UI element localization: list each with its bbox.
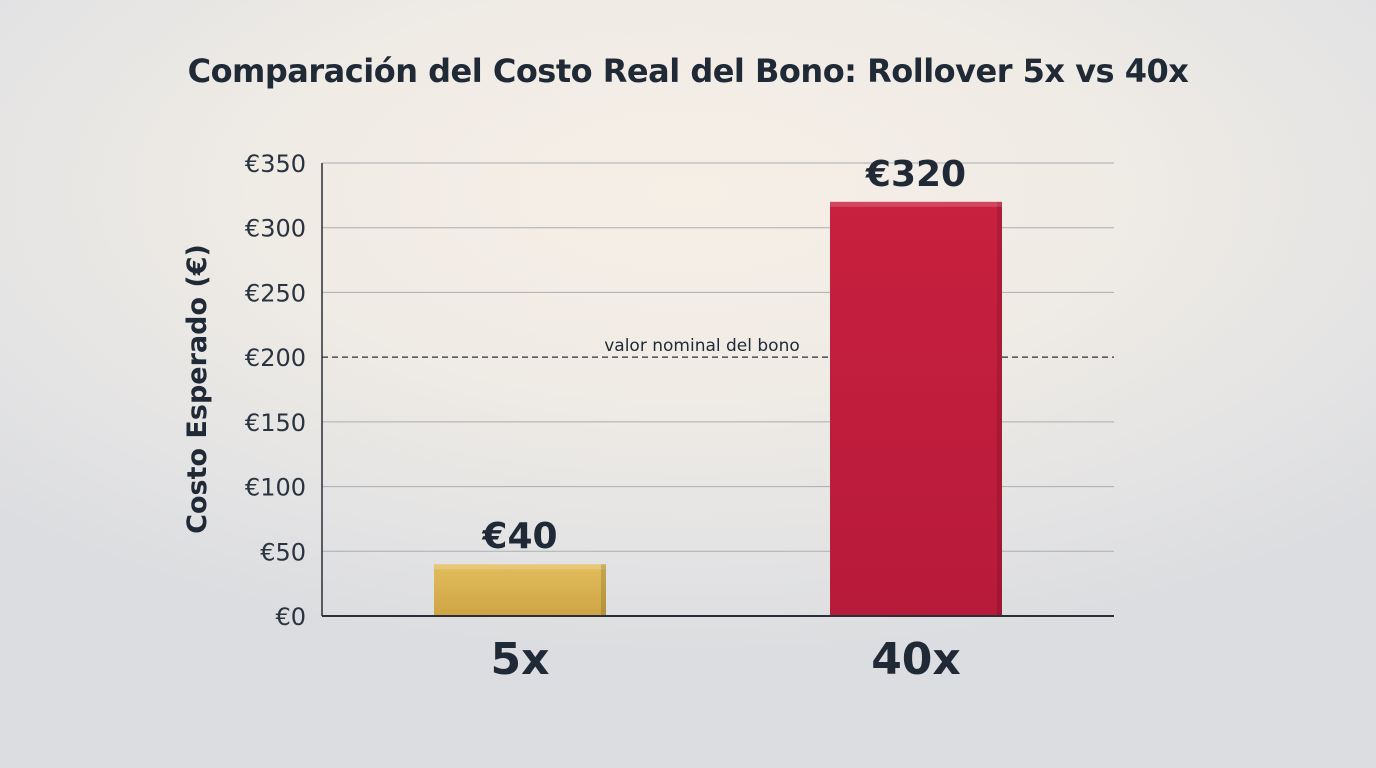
bar-side-shade [997,201,1002,617]
y-tick-label: €200 [245,344,306,372]
bar-5x [434,564,606,616]
y-tick-label: €150 [245,409,306,437]
y-tick-label: €300 [245,215,306,243]
data-label: €40 [481,516,557,557]
gridlines [322,162,1114,552]
y-tick-label: €50 [260,538,306,566]
reference-line-label: valor nominal del bono [604,336,800,356]
bar-side-shade [601,564,606,616]
x-category-label: 40x [871,634,961,685]
data-label: €320 [865,154,966,195]
y-tick-label: €0 [275,603,306,631]
y-tick-label: €100 [245,474,306,502]
y-tick-label: €250 [245,279,306,307]
y-axis-title: Costo Esperado (€) [182,244,213,534]
bar-top-highlight [830,201,1002,207]
chart-title: Comparación del Costo Real del Bono: Rol… [187,52,1189,90]
bars [434,201,1002,617]
labels: €40 5x €320 40x [481,154,966,685]
axes [321,163,1114,617]
y-tick-label: €350 [245,150,306,178]
bar-40x [830,201,1002,617]
x-category-label: 5x [491,634,550,685]
bar-top-highlight [434,564,606,570]
y-axis-ticks: €0 €50 €100 €150 €200 €250 €300 €350 [245,150,306,631]
